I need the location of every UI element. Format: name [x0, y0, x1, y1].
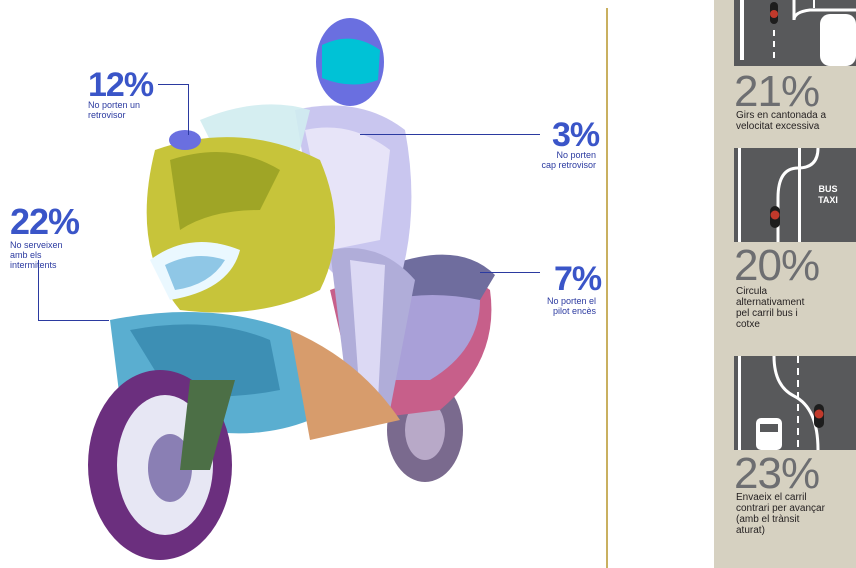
- connector-line-3: [360, 134, 540, 136]
- motorbike-icon: [770, 2, 778, 24]
- road-diagram-bus-lane: BUS TAXI: [734, 148, 856, 242]
- motorbike-icon: [770, 206, 780, 228]
- stat-12-percent: 12%: [88, 66, 154, 104]
- sidebar-caption-20-line1: Circula: [736, 286, 768, 297]
- stat-22-caption-line2: amb els: [10, 250, 42, 260]
- sidebar-pct-21: 21%: [734, 67, 820, 116]
- connector-line-22: [38, 260, 109, 321]
- sidebar-pct-20: 20%: [734, 241, 820, 290]
- sidebar-caption-23-line4: aturat): [736, 525, 765, 536]
- bus-sign-line1: BUS: [818, 184, 837, 194]
- road-diagram-icon: [734, 356, 856, 450]
- sidebar-caption-20-line3: pel carril bus i: [736, 308, 798, 319]
- connector-line-7: [480, 272, 540, 274]
- sidebar-caption-23-line2: contrari per avançar: [736, 503, 825, 514]
- motorbike-icon: [814, 404, 824, 428]
- road-diagram-overtake: [734, 356, 856, 450]
- stat-12-caption-line2: retrovisor: [88, 110, 126, 120]
- bus-sign-line2: TAXI: [818, 195, 838, 205]
- sidebar-caption-23-line1: Envaeix el carril: [736, 492, 807, 503]
- sidebar-caption-23-line3: (amb el trànsit: [736, 514, 800, 525]
- stat-22-percent: 22%: [10, 201, 80, 242]
- sidebar-panel: [714, 0, 856, 568]
- road-diagram-corner: [734, 0, 856, 66]
- stat-3-caption-line2: cap retrovisor: [541, 160, 596, 170]
- sidebar-caption-21-line1: Girs en cantonada a: [736, 110, 827, 121]
- stat-7-caption-line2: pilot encès: [552, 306, 596, 316]
- scooter-illustration: [88, 18, 495, 560]
- stat-3-percent: 3%: [552, 116, 600, 154]
- sidebar-pct-23: 23%: [734, 449, 820, 498]
- car-icon: [756, 418, 782, 450]
- stat-22-caption-line3: intermitents: [10, 260, 57, 270]
- stat-22-caption-line1: No serveixen: [10, 240, 63, 250]
- divider-line: [606, 8, 608, 568]
- sidebar-caption-20-line4: cotxe: [736, 319, 760, 330]
- stat-12-caption-line1: No porten un: [88, 100, 141, 110]
- sidebar-caption-21-line2: velocitat excessiva: [736, 121, 820, 132]
- stat-7-percent: 7%: [554, 260, 602, 298]
- stat-3-caption-line1: No porten: [556, 150, 596, 160]
- road-diagram-icon: [740, 0, 856, 66]
- sidebar-caption-20-line2: alternativament: [736, 297, 805, 308]
- connector-line-12: [158, 84, 189, 135]
- stat-7-caption-line1: No porten el: [546, 296, 596, 306]
- road-diagram-icon: BUS TAXI: [734, 148, 856, 242]
